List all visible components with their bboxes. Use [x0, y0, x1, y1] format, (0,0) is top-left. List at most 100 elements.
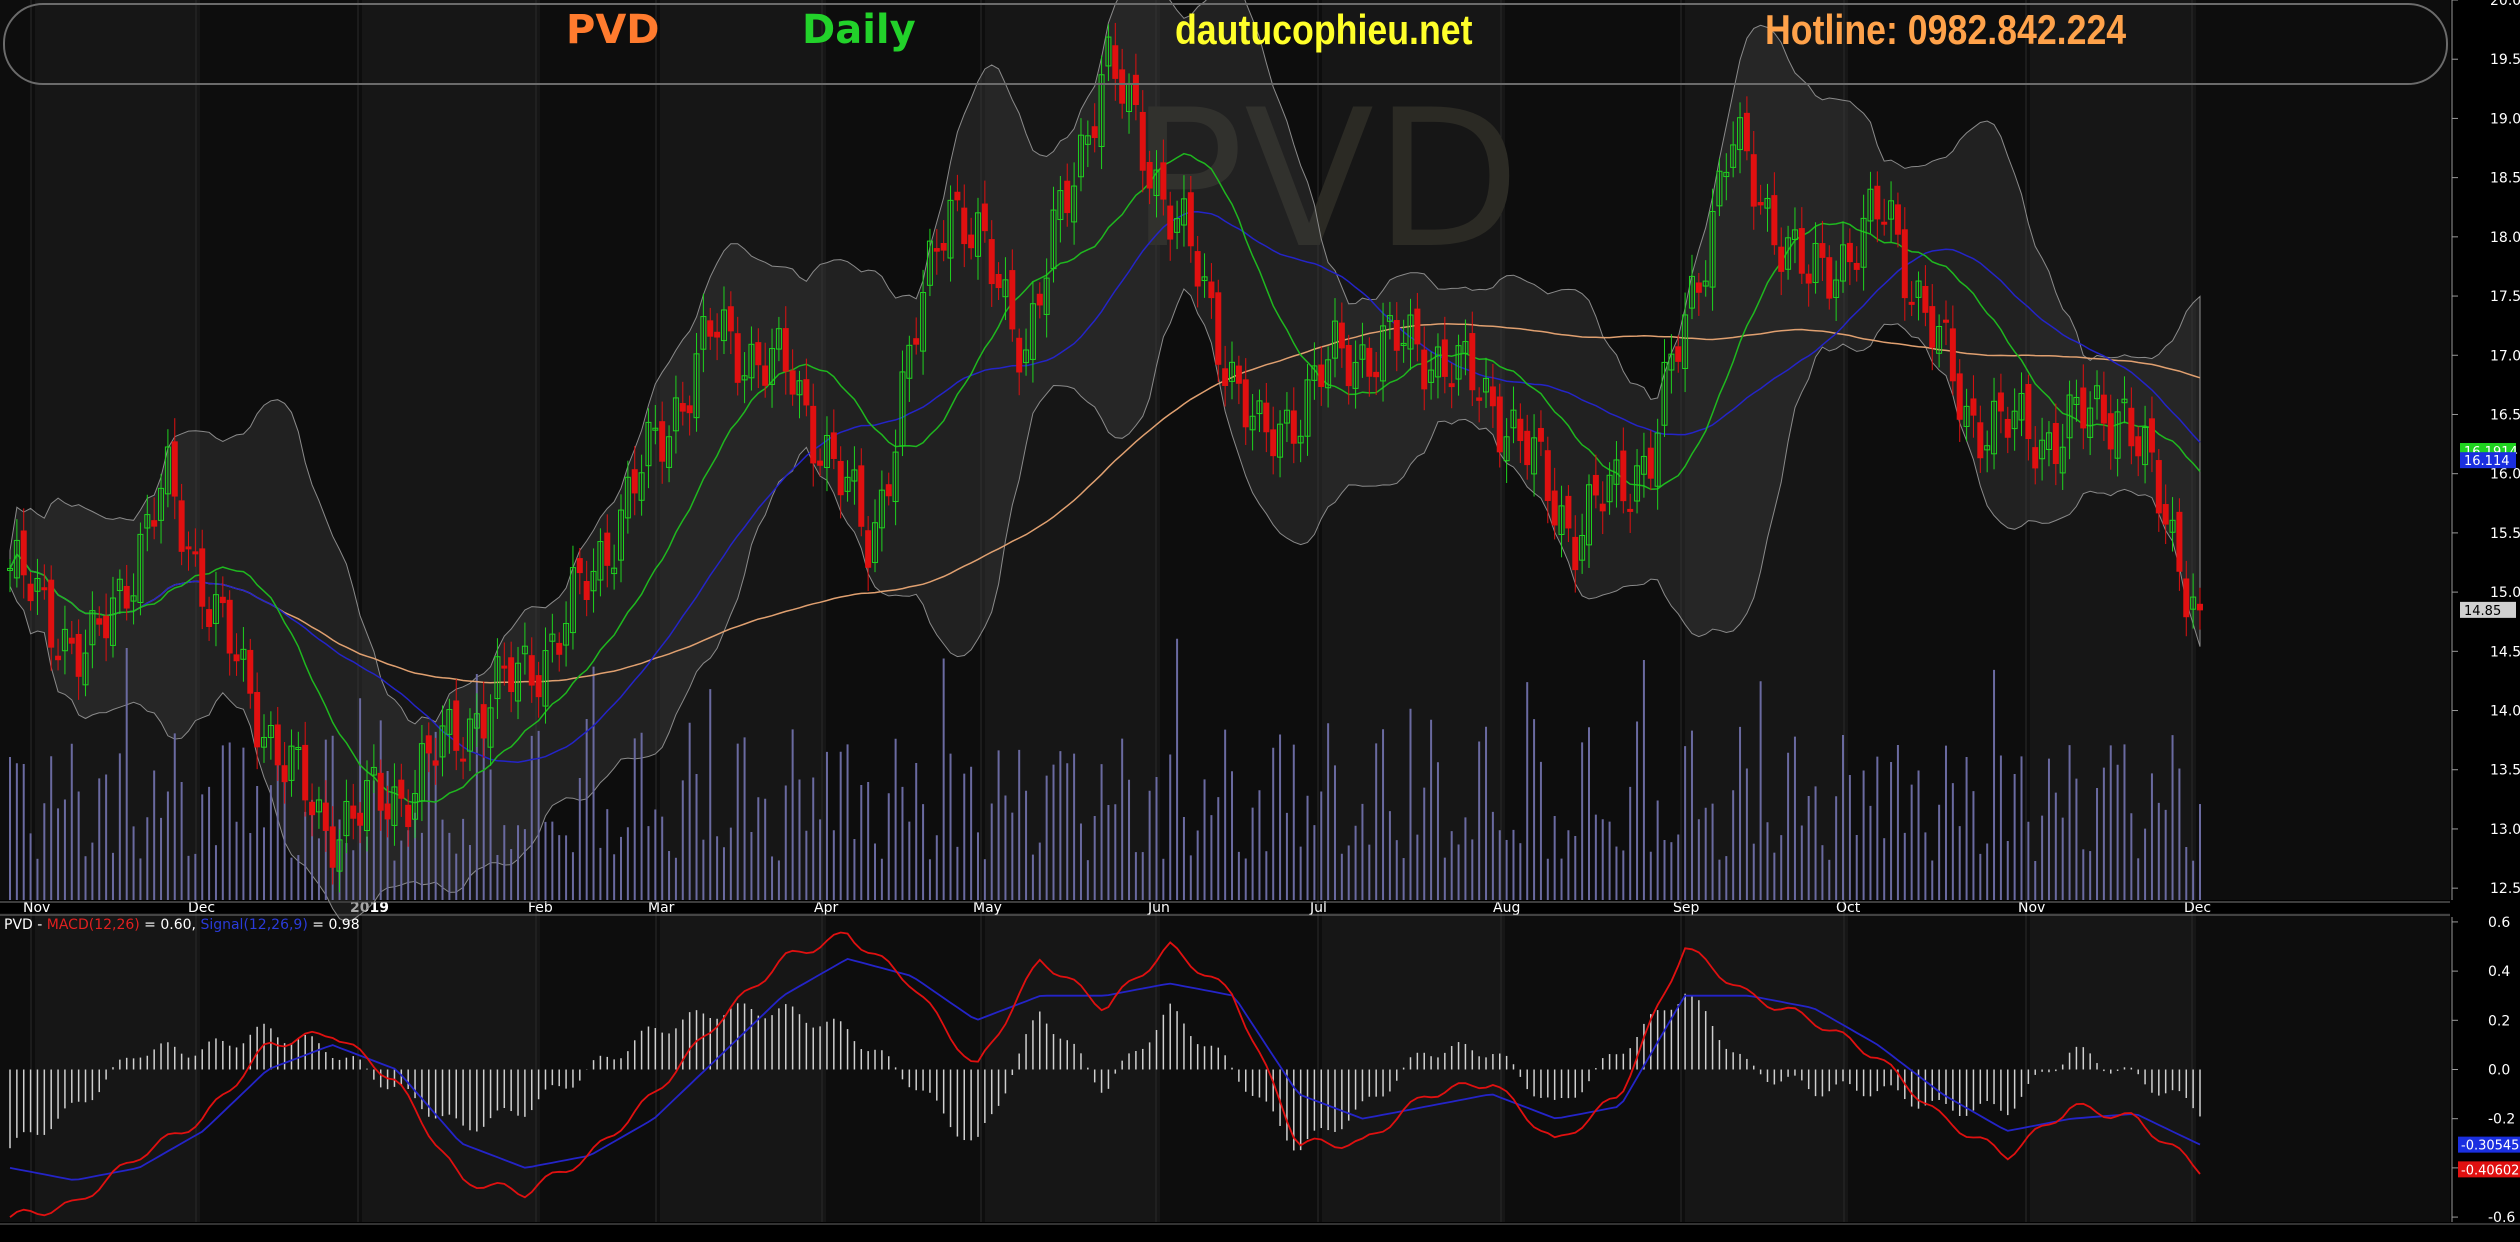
candle-body: [2025, 384, 2032, 440]
candle-body: [1826, 257, 1833, 299]
candle-body: [1901, 229, 1908, 299]
candle-body: [1304, 379, 1311, 437]
candle-body: [171, 441, 178, 497]
candle-body: [1352, 361, 1359, 389]
candle-body: [1942, 319, 1949, 323]
candle-body: [1029, 303, 1036, 360]
price-y-tick-label: 16.5: [2490, 407, 2520, 423]
candle-body: [961, 207, 968, 245]
candle-body: [1016, 337, 1023, 373]
price-y-tick-label: 15.5: [2490, 526, 2520, 542]
candle-body: [1840, 244, 1847, 282]
candle-body: [1496, 396, 1503, 453]
candle-body: [384, 803, 391, 820]
candle-body: [988, 239, 995, 285]
candle-body: [954, 191, 961, 201]
candle-body: [810, 405, 817, 464]
candle-body: [460, 758, 467, 762]
candle-body: [2100, 394, 2107, 424]
candle-body: [1537, 427, 1544, 442]
candle-body: [666, 436, 673, 468]
candle-body: [1647, 447, 1654, 479]
candle-body: [2052, 422, 2059, 465]
candle-body: [418, 743, 425, 802]
candle-body: [254, 692, 261, 748]
month-band: [362, 913, 540, 1222]
candle-body: [1256, 400, 1263, 415]
candle-body: [178, 500, 185, 552]
candle-body: [103, 615, 110, 639]
macd-marker-label: -0.30545: [2461, 1139, 2519, 1154]
candle-body: [1531, 437, 1538, 475]
candle-body: [1517, 418, 1524, 442]
candle-body: [1668, 353, 1675, 371]
candle-body: [151, 520, 158, 527]
candle-body: [68, 637, 75, 644]
candle-body: [508, 657, 515, 693]
candle-body: [473, 713, 480, 729]
candle-body: [1400, 342, 1407, 346]
candle-body: [226, 599, 233, 654]
candle-body: [1462, 341, 1469, 354]
candle-body: [1798, 228, 1805, 274]
candle-body: [1469, 333, 1476, 391]
candle-body: [1991, 400, 1998, 455]
candle-body: [940, 243, 947, 251]
candle-body: [405, 804, 412, 828]
candle-body: [501, 665, 508, 669]
candle-body: [363, 780, 370, 832]
candle-body: [2080, 387, 2087, 429]
candle-body: [1270, 429, 1277, 457]
candle-body: [1949, 328, 1956, 382]
header-hotline: Hotline: 0982.842.224: [1765, 6, 2127, 53]
candle-body: [2059, 446, 2066, 474]
candle-body: [1997, 392, 2004, 412]
candle-body: [569, 567, 576, 634]
header-site: dautucophieu.net: [1175, 6, 1473, 53]
candle-body: [1448, 383, 1455, 388]
month-band: [2030, 913, 2196, 1222]
candle-body: [1956, 373, 1963, 420]
price-y-tick-label: 19.5: [2490, 52, 2520, 68]
candle-body: [906, 344, 913, 379]
candle-body: [981, 203, 988, 232]
candle-body: [391, 786, 398, 826]
candle-body: [1366, 347, 1373, 377]
candle-body: [2128, 407, 2135, 447]
bollinger-band: [9, 0, 2201, 923]
candle-body: [1386, 315, 1393, 322]
candle-body: [2045, 432, 2052, 450]
candle-body: [1297, 435, 1304, 444]
candle-body: [20, 530, 27, 576]
price-y-tick-label: 14.5: [2490, 644, 2520, 660]
candle-body: [1702, 280, 1709, 287]
candle-body: [1764, 197, 1771, 209]
candle-body: [2142, 427, 2149, 466]
candle-body: [1331, 320, 1338, 359]
price-y-tick-label: 12.5: [2490, 881, 2520, 897]
candle-body: [1867, 188, 1874, 222]
candle-body: [1881, 221, 1888, 225]
x-tick-label: Feb: [528, 900, 553, 916]
candle-body: [2094, 385, 2101, 400]
candle-body: [357, 812, 364, 826]
macd-y-tick-label: 0.2: [2488, 1013, 2510, 1029]
candle-body: [1483, 377, 1490, 393]
macd-legend-signal-value: = 0.98: [307, 917, 360, 933]
x-tick-label: Aug: [1493, 900, 1520, 916]
candle-body: [2018, 392, 2025, 421]
candle-body: [515, 662, 522, 702]
candle-body: [1833, 279, 1840, 298]
candle-body: [1977, 422, 1984, 459]
candle-body: [1599, 503, 1606, 512]
candle-body: [1682, 314, 1689, 369]
candle-body: [542, 650, 549, 707]
candle-body: [89, 610, 96, 646]
price-marker-label: 14.85: [2464, 604, 2501, 619]
candle-body: [1132, 74, 1139, 106]
macd-legend-signal-name: Signal(12,26,9): [200, 917, 308, 933]
candle-body: [2114, 411, 2121, 459]
candle-body: [604, 532, 611, 566]
candle-body: [164, 446, 171, 495]
